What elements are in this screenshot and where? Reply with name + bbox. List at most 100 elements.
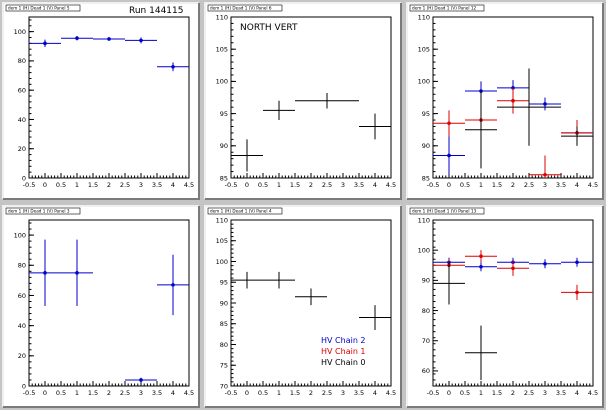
x-tick-label: 0.5 xyxy=(56,389,66,397)
pad-edge xyxy=(205,206,402,408)
pad-edge xyxy=(3,3,200,200)
pad-background xyxy=(407,206,603,407)
pad-edge xyxy=(406,2,603,199)
y-tick-label: 90 xyxy=(422,277,430,285)
pad-background xyxy=(3,3,199,199)
data-point-red xyxy=(497,87,529,114)
x-tick-label: 3 xyxy=(341,181,345,189)
x-tick-label: 0 xyxy=(447,181,451,189)
y-tick-label: 70 xyxy=(220,382,228,390)
x-tick-label: 4.5 xyxy=(588,389,598,397)
hist-title-box xyxy=(207,4,283,12)
marker xyxy=(75,271,79,275)
x-tick-label: 1 xyxy=(277,181,281,189)
marker xyxy=(543,261,547,266)
marker xyxy=(447,121,451,126)
y-tick-label: 90 xyxy=(220,299,228,307)
x-tick-label: 4 xyxy=(373,181,377,189)
x-tick-label: 1.5 xyxy=(492,389,502,397)
x-tick-label: 2.5 xyxy=(120,389,130,397)
y-tick-label: 110 xyxy=(418,13,430,21)
x-tick-label: 1 xyxy=(479,389,483,397)
hist-title-box xyxy=(5,4,81,12)
x-tick-label: 3 xyxy=(543,181,547,189)
marker xyxy=(43,41,47,46)
x-tick-label: 2.5 xyxy=(524,389,534,397)
pad-edge xyxy=(2,205,199,407)
x-tick-label: 1.5 xyxy=(492,181,502,189)
x-tick-label: 0 xyxy=(43,389,47,397)
data-point-blue xyxy=(157,254,189,316)
y-tick-label: 20 xyxy=(18,352,26,360)
data-point-blue xyxy=(29,239,61,307)
data-layer xyxy=(433,68,593,178)
x-tick-label: 3.5 xyxy=(354,181,364,189)
x-tick-label: 4.5 xyxy=(184,181,194,189)
x-tick-label: 2 xyxy=(107,389,111,397)
y-tick-label: 105 xyxy=(216,46,228,54)
x-tick-label: 4.5 xyxy=(588,181,598,189)
hist-title: dem 1 (H) Dead 1 (V) Panel 4 xyxy=(207,207,283,215)
x-tick-label: -0.5 xyxy=(427,181,440,189)
marker xyxy=(575,290,579,295)
x-tick-label: 2 xyxy=(107,181,111,189)
data-point-black xyxy=(465,91,497,169)
x-tick-label: 0 xyxy=(245,181,249,189)
chart-pad-5: dem 1 (H) Dead 1 (V) Panel 4 -0.5 0 0.5 1 1.5… xyxy=(204,205,402,408)
y-tick-label: 105 xyxy=(418,46,430,54)
marker xyxy=(75,36,79,41)
data-point-black xyxy=(263,100,295,121)
x-tick-label: 1 xyxy=(75,181,79,189)
hist-title-box xyxy=(409,207,485,215)
chart-pad-3: dem 1 (H) Dead 1 (V) Panel 12 -0.5 0 0.5 1 1.… xyxy=(406,2,604,200)
x-tick-label: 4 xyxy=(575,389,579,397)
marker xyxy=(511,98,515,103)
y-tick-label: 80 xyxy=(18,57,26,65)
hist-title-box xyxy=(409,4,485,12)
hist-title: dem 1 (H) Dead 1 (V) Panel 5 xyxy=(5,4,81,12)
chart-pad-1: dem 1 (H) Dead 1 (V) Panel 5-0.5 0 0.5 1 1.5… xyxy=(2,2,200,200)
y-tick-label: 90 xyxy=(220,142,228,150)
x-tick-label: 4 xyxy=(171,389,175,397)
data-point-blue xyxy=(561,257,593,267)
x-tick-label: 2.5 xyxy=(120,181,130,189)
y-tick-label: 80 xyxy=(18,262,26,270)
y-tick-label: 0 xyxy=(22,174,26,182)
marker xyxy=(447,153,451,158)
hist-title-box xyxy=(207,207,283,215)
data-point-blue xyxy=(529,97,561,111)
marker xyxy=(575,260,579,265)
marker xyxy=(171,283,175,287)
pad-edge xyxy=(204,2,401,199)
y-tick-label: 20 xyxy=(18,145,26,153)
y-tick-label: 95 xyxy=(220,279,228,287)
data-layer xyxy=(433,250,593,380)
y-tick-label: 80 xyxy=(422,307,430,315)
data-point-blue xyxy=(529,259,561,269)
x-tick-label: -0.5 xyxy=(23,181,36,189)
x-tick-label: 0.5 xyxy=(460,389,470,397)
x-tick-label: 3.5 xyxy=(556,181,566,189)
y-tick-label: 100 xyxy=(216,78,228,86)
data-point-black xyxy=(465,325,497,380)
x-tick-label: 0 xyxy=(245,389,249,397)
data-layer xyxy=(29,239,189,383)
x-tick-label: 0 xyxy=(447,389,451,397)
hist-title-text: dem 1 (H) Dead 1 (V) Panel 5 xyxy=(8,6,70,11)
marker xyxy=(543,172,547,177)
hist-title-text: dem 1 (H) Dead 1 (V) Panel 13 xyxy=(412,209,476,214)
marker xyxy=(171,64,175,69)
x-tick-label: 4 xyxy=(171,181,175,189)
x-tick-label: 0.5 xyxy=(258,181,268,189)
y-tick-label: 85 xyxy=(220,320,228,328)
x-tick-label: 3 xyxy=(139,389,143,397)
marker xyxy=(107,37,111,41)
x-tick-label: 2 xyxy=(511,389,515,397)
y-tick-label: 110 xyxy=(216,13,228,21)
data-point-red xyxy=(529,155,561,178)
x-tick-label: 1.5 xyxy=(290,181,300,189)
data-point-blue xyxy=(61,36,93,41)
y-tick-label: 100 xyxy=(418,78,430,86)
hist-title-text: dem 1 (H) Dead 1 (V) Panel 6 xyxy=(210,6,272,11)
data-point-blue xyxy=(61,239,93,307)
